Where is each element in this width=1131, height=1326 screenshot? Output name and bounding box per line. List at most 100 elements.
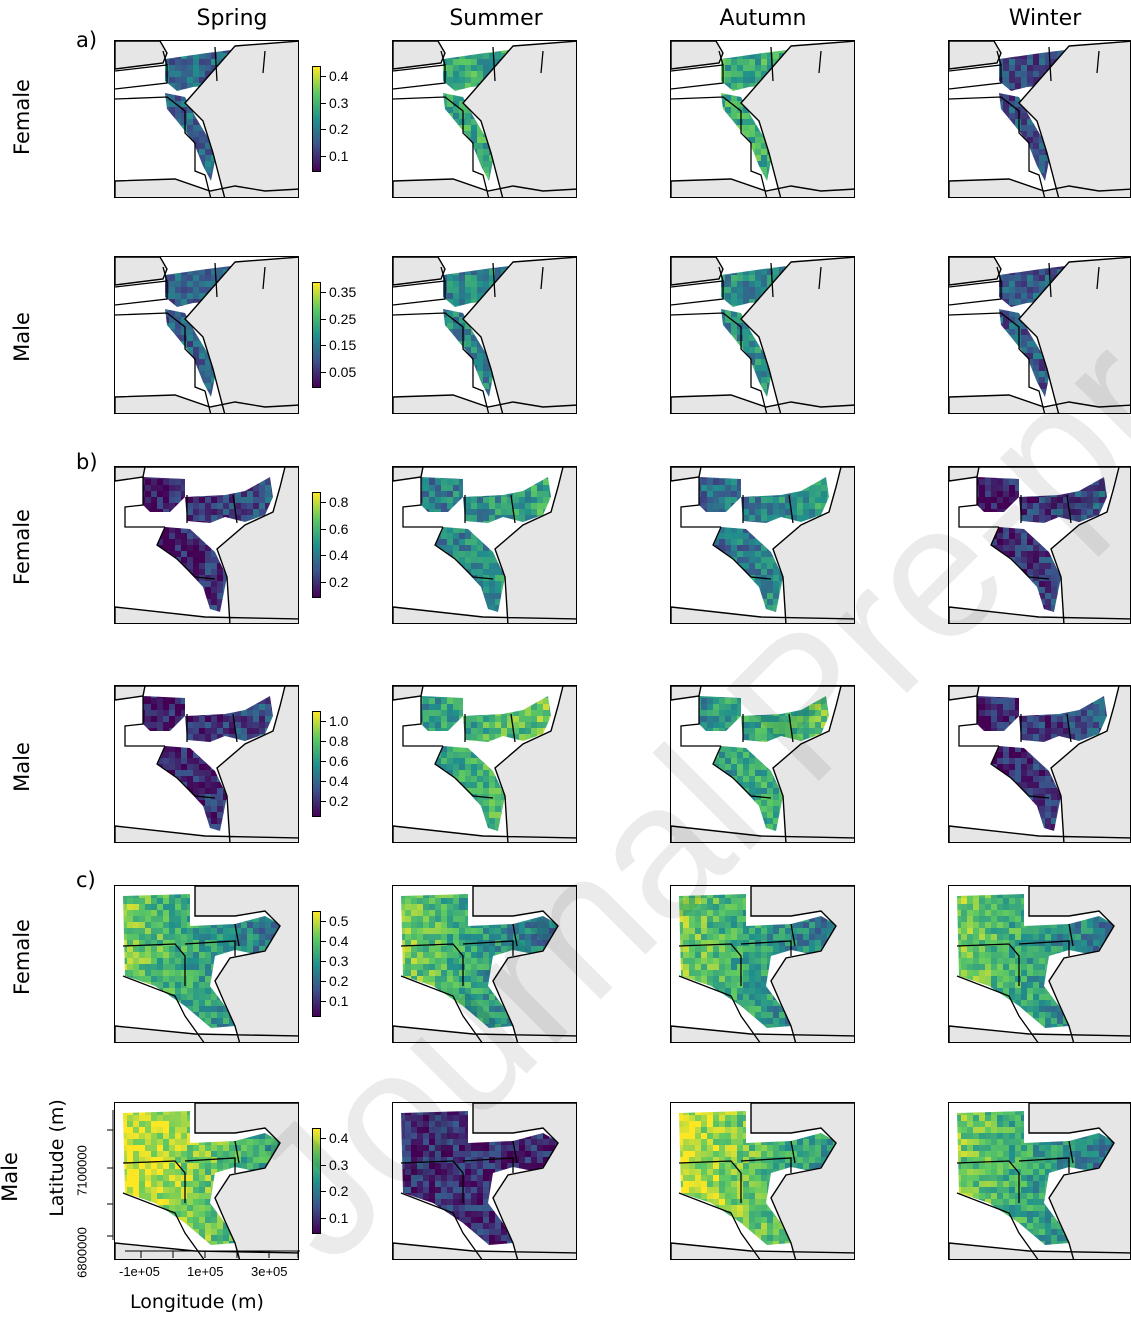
map-canvas bbox=[949, 467, 1130, 623]
colorbar-c-male: 0.4 0.3 0.2 0.1 bbox=[312, 1128, 382, 1234]
map-canvas bbox=[671, 1103, 854, 1259]
colorbar-tick bbox=[321, 1138, 326, 1139]
row-label-b-male: Male bbox=[10, 667, 34, 867]
map-b-female-winter bbox=[948, 466, 1131, 624]
colorbar-tick bbox=[321, 761, 326, 762]
colorbar-b-female: 0.8 0.6 0.4 0.2 bbox=[312, 492, 382, 598]
map-b-male-summer bbox=[392, 685, 577, 843]
map-b-female-summer bbox=[392, 466, 577, 624]
map-a-male-summer bbox=[392, 256, 577, 414]
panel-letter-c: c) bbox=[76, 868, 96, 892]
colorbar-tick bbox=[321, 1218, 326, 1219]
panel-letter-b: b) bbox=[76, 450, 98, 474]
colorbar-tick-label: 1.0 bbox=[329, 713, 348, 729]
colorbar-tick bbox=[321, 372, 326, 373]
colorbar-tick-label: 0.6 bbox=[329, 753, 348, 769]
map-c-male-winter bbox=[948, 1102, 1131, 1260]
y-axis bbox=[107, 1110, 114, 1240]
colorbar-c-female: 0.5 0.4 0.3 0.2 0.1 bbox=[312, 911, 382, 1017]
map-b-female-autumn bbox=[670, 466, 855, 624]
colorbar-tick-label: 0.2 bbox=[329, 121, 348, 137]
map-canvas bbox=[393, 467, 576, 623]
map-canvas bbox=[671, 467, 854, 623]
zone-boundaries bbox=[956, 923, 1074, 1042]
map-canvas bbox=[115, 467, 298, 623]
zone-boundaries bbox=[122, 1140, 240, 1259]
zone-boundaries bbox=[949, 262, 1100, 413]
map-canvas bbox=[393, 1103, 576, 1259]
y-tick-7100000: 7100000 bbox=[75, 1136, 90, 1206]
zone-boundaries bbox=[678, 923, 796, 1042]
colorbar-tick bbox=[321, 721, 326, 722]
zone-boundaries bbox=[949, 46, 1100, 197]
map-c-male-autumn bbox=[670, 1102, 855, 1260]
map-canvas bbox=[949, 1103, 1130, 1259]
column-header-winter: Winter bbox=[965, 6, 1125, 31]
column-header-autumn: Autumn bbox=[683, 6, 843, 31]
colorbar-tick-label: 0.8 bbox=[329, 733, 348, 749]
colorbar-tick-label: 0.6 bbox=[329, 521, 348, 537]
zone-boundaries bbox=[671, 46, 822, 197]
colorbar-tick-label: 0.5 bbox=[329, 913, 348, 929]
map-b-male-winter bbox=[948, 685, 1131, 843]
x-tick-1e05: 1e+05 bbox=[187, 1264, 224, 1279]
map-canvas bbox=[115, 686, 298, 842]
colorbar-tick bbox=[321, 1164, 326, 1166]
colorbar-gradient bbox=[312, 66, 321, 172]
land-mass bbox=[393, 1103, 576, 1259]
zone-boundaries bbox=[115, 262, 266, 413]
colorbar-tick-label: 0.4 bbox=[329, 1130, 348, 1146]
colorbar-tick-label: 0.4 bbox=[329, 547, 348, 563]
row-label-a-male: Male bbox=[10, 237, 34, 437]
map-canvas bbox=[949, 886, 1130, 1042]
map-c-female-summer bbox=[392, 885, 577, 1043]
zone-boundaries bbox=[400, 923, 518, 1042]
zone-boundaries bbox=[402, 696, 516, 799]
map-canvas bbox=[393, 41, 576, 197]
map-a-female-spring bbox=[114, 40, 299, 198]
map-a-female-winter bbox=[948, 40, 1131, 198]
colorbar-tick bbox=[321, 941, 326, 942]
map-canvas bbox=[393, 257, 576, 413]
colorbar-gradient bbox=[312, 1128, 321, 1234]
colorbar-tick bbox=[321, 981, 326, 982]
colorbar-tick bbox=[321, 921, 326, 922]
map-c-female-spring bbox=[114, 885, 299, 1043]
colorbar-tick-label: 0.3 bbox=[329, 953, 348, 969]
colorbar-a-male: 0.35 0.25 0.15 0.05 bbox=[312, 282, 382, 388]
colorbar-tick bbox=[321, 156, 326, 157]
colorbar-tick-label: 0.25 bbox=[329, 311, 356, 327]
map-b-male-spring bbox=[114, 685, 299, 843]
map-a-male-autumn bbox=[670, 256, 855, 414]
colorbar-tick bbox=[321, 781, 326, 782]
y-tick-6800000: 6800000 bbox=[75, 1218, 90, 1288]
map-canvas bbox=[949, 686, 1130, 842]
colorbar-tick-label: 0.3 bbox=[329, 95, 348, 111]
zone-boundaries bbox=[958, 696, 1072, 799]
colorbar-tick bbox=[321, 318, 326, 320]
zone-boundaries bbox=[115, 46, 266, 197]
colorbar-tick-label: 0.35 bbox=[329, 284, 356, 300]
colorbar-tick-label: 0.1 bbox=[329, 993, 348, 1009]
x-axis-title: Longitude (m) bbox=[130, 1291, 264, 1313]
colorbar-tick-label: 0.8 bbox=[329, 494, 348, 510]
row-label-a-female: Female bbox=[10, 17, 34, 217]
map-canvas bbox=[393, 686, 576, 842]
colorbar-tick bbox=[321, 801, 326, 802]
map-a-male-spring bbox=[114, 256, 299, 414]
map-canvas bbox=[115, 886, 298, 1042]
land-mass bbox=[671, 1103, 854, 1259]
y-axis-title: Latitude (m) bbox=[46, 1083, 68, 1233]
colorbar-tick bbox=[321, 1191, 326, 1193]
map-b-male-autumn bbox=[670, 685, 855, 843]
colorbar-gradient bbox=[312, 282, 321, 388]
colorbar-tick-label: 0.1 bbox=[329, 1210, 348, 1226]
zone-boundaries bbox=[958, 477, 1072, 580]
colorbar-tick-label: 0.2 bbox=[329, 973, 348, 989]
map-a-female-autumn bbox=[670, 40, 855, 198]
row-label-b-female: Female bbox=[10, 447, 34, 647]
map-canvas bbox=[671, 686, 854, 842]
colorbar-tick bbox=[321, 76, 326, 77]
map-c-female-autumn bbox=[670, 885, 855, 1043]
colorbar-tick-label: 0.2 bbox=[329, 1183, 348, 1199]
